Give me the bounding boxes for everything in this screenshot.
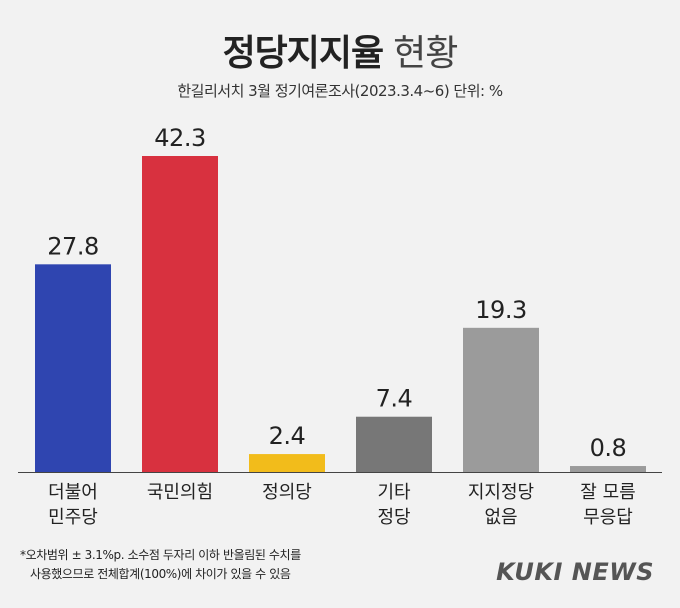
category-label-0-0: 더불어 [48,482,98,503]
data-label-2: 2.4 [269,422,306,450]
data-label-4: 19.3 [475,296,526,324]
chart-subtitle: 한길리서치 3월 정기여론조사(2023.3.4~6) 단위: % [177,82,503,100]
bar-1 [142,156,218,472]
bar-5 [570,466,646,472]
category-label-0-1: 민주당 [48,507,98,528]
category-label-2-0: 정의당 [262,482,312,503]
data-label-3: 7.4 [376,385,413,413]
footnote-line-2: 사용했으므로 전체합계(100%)에 차이가 있을 수 있음 [30,567,291,581]
category-label-5-0: 잘 모름 [580,482,635,503]
bar-4 [463,327,539,472]
chart-title: 정당지지율 현황 [0,24,680,76]
category-label-5-1: 무응답 [583,507,633,528]
data-label-1: 42.3 [154,124,205,152]
title-main: 정당지지율 [222,33,385,74]
footnote-line-1: *오차범위 ± 3.1%p. 소수점 두자리 이하 반올림된 수치를 [20,548,301,562]
category-label-3-0: 기타 [377,482,411,503]
bar-3 [356,416,432,472]
category-label-1-0: 국민의힘 [147,482,213,503]
footnote: *오차범위 ± 3.1%p. 소수점 두자리 이하 반올림된 수치를 사용했으므… [20,546,301,584]
data-label-0: 27.8 [47,232,98,260]
category-label-4-0: 지지정당 [468,482,534,503]
data-label-5: 0.8 [590,434,627,462]
bar-2 [249,454,325,472]
category-label-3-1: 정당 [377,507,410,528]
bar-0 [35,264,111,472]
title-suffix: 현황 [393,33,458,74]
kuki-news-logo: KUKI NEWS [496,558,654,586]
category-label-4-1: 없음 [484,507,517,528]
